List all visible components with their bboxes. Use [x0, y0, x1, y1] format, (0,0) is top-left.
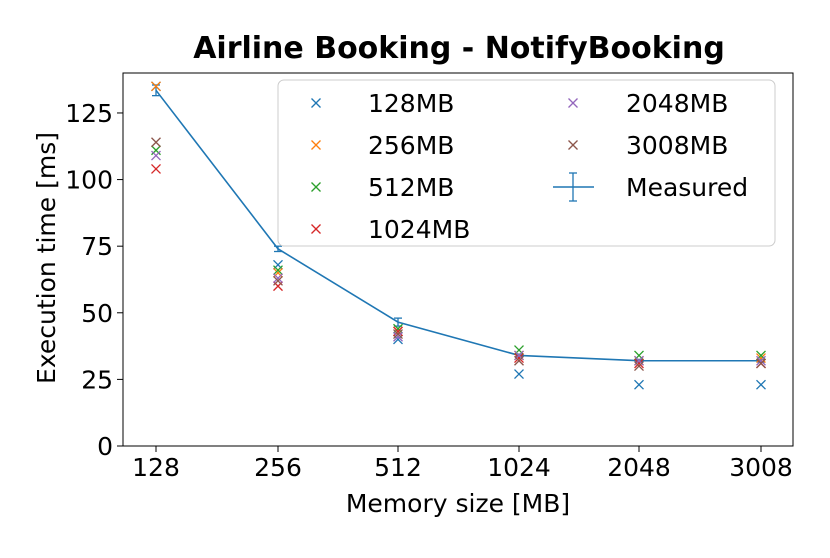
legend-frame	[277, 79, 776, 247]
point-512MB	[151, 145, 161, 156]
y-tick-label: 50	[81, 299, 113, 328]
point-3008MB	[151, 137, 161, 148]
legend-marker-measured	[553, 172, 594, 202]
x-axis: 128 256 512 1024 2048 3008	[132, 446, 793, 482]
point-1024MB	[273, 281, 283, 292]
point-1024MB	[514, 353, 524, 364]
point-256MB	[151, 81, 161, 92]
point-2048MB	[756, 355, 766, 366]
legend-marker-3008MB	[568, 140, 578, 150]
legend-label: 512MB	[368, 173, 454, 202]
point-3008MB	[634, 361, 644, 372]
legend-marker-2048MB	[568, 98, 578, 108]
point-2048MB	[151, 150, 161, 161]
legend-label: 1024MB	[368, 215, 470, 244]
scatter-points	[151, 81, 766, 390]
x-tick-label: 256	[254, 453, 302, 482]
point-512MB	[273, 265, 283, 276]
measured-series	[152, 84, 765, 363]
legend-label: 128MB	[368, 89, 454, 118]
plot-area	[122, 72, 794, 447]
point-512MB	[634, 350, 644, 361]
x-tick-label: 128	[132, 453, 180, 482]
x-tick-label: 512	[374, 453, 422, 482]
point-3008MB	[273, 275, 283, 286]
point-128MB	[756, 379, 766, 390]
legend-label: 2048MB	[626, 89, 728, 118]
legend-marker-1024MB	[311, 224, 321, 234]
x-tick-label: 2048	[607, 453, 671, 482]
legend-marker-128MB	[311, 98, 321, 108]
point-1024MB	[634, 358, 644, 369]
y-tick-label: 125	[65, 99, 113, 128]
x-axis-label: Memory size [MB]	[346, 489, 570, 518]
x-tick-label: 1024	[487, 453, 551, 482]
y-tick-label: 75	[81, 232, 113, 261]
point-3008MB	[393, 329, 403, 340]
point-2048MB	[393, 331, 403, 342]
point-3008MB	[756, 358, 766, 369]
point-3008MB	[514, 355, 524, 366]
legend-label: Measured	[626, 173, 748, 202]
y-tick-label: 25	[81, 365, 113, 394]
point-512MB	[514, 345, 524, 356]
point-128MB	[273, 259, 283, 270]
y-axis: 0 25 50 75 100 125	[65, 99, 123, 461]
y-tick-label: 0	[97, 432, 113, 461]
point-128MB	[514, 369, 524, 380]
legend-marker-256MB	[311, 140, 321, 150]
point-2048MB	[273, 273, 283, 284]
measured-line	[155, 89, 761, 362]
legend: 128MB 256MB 512MB 1024MB 2048MB 3008MB Measure…	[277, 79, 776, 247]
legend-label: 256MB	[368, 131, 454, 160]
y-tick-label: 100	[65, 166, 113, 195]
y-axis-label: Execution time [ms]	[32, 132, 61, 384]
point-128MB	[634, 379, 644, 390]
legend-marker-512MB	[311, 182, 321, 192]
x-tick-label: 3008	[729, 453, 793, 482]
chart-title: Airline Booking - NotifyBooking	[193, 31, 725, 66]
point-1024MB	[151, 163, 161, 174]
legend-label: 3008MB	[626, 131, 728, 160]
measured-error-bar	[274, 245, 282, 253]
